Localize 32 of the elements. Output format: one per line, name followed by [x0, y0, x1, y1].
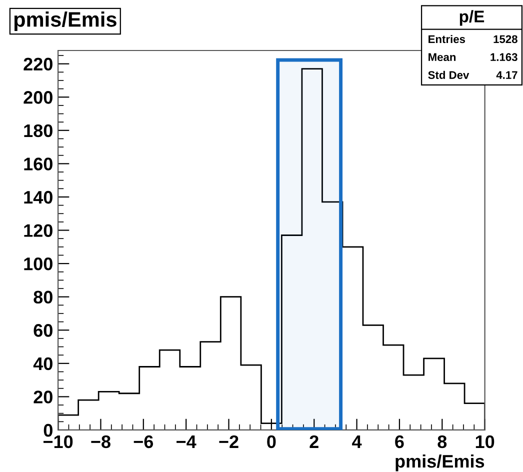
x-tick-label: −6: [134, 435, 154, 448]
x-axis-title: pmis/Emis: [396, 454, 484, 472]
text: Entries: [428, 34, 466, 44]
x-tick-label: −8: [91, 435, 110, 448]
y-tick-label: 200: [24, 91, 52, 104]
y-tick-label: 40: [33, 357, 52, 370]
y-tick-label: 60: [34, 324, 52, 337]
x-tick-label: 4: [352, 436, 362, 448]
x-tick-label: 8: [438, 435, 447, 448]
text: p/E: [460, 10, 484, 26]
y-tick-label: 140: [24, 190, 52, 204]
chart-title: pmis/Emis: [14, 12, 116, 31]
text: 4.17: [496, 71, 518, 79]
y-tick-label: 20: [34, 390, 52, 404]
x-tick-label: 6: [395, 435, 404, 448]
text: 1528: [494, 35, 518, 44]
text: 1.163: [490, 53, 518, 62]
x-tick-label: 10: [476, 435, 494, 448]
annotation: Mean: [428, 53, 456, 62]
x-tick-label: 0: [267, 435, 276, 448]
y-tick-label: 220: [24, 58, 52, 71]
x-tick-label: −2: [219, 435, 238, 448]
x-tick-label: 2: [310, 435, 318, 448]
y-tick-label: 100: [24, 257, 52, 270]
y-tick-label: 180: [24, 124, 52, 138]
annotation: Std Dev: [428, 70, 470, 79]
x-tick-label: −10: [43, 435, 73, 448]
y-tick-label: 80: [34, 290, 52, 304]
x-tick-label: −4: [176, 436, 196, 448]
y-tick-label: 160: [24, 158, 52, 170]
y-tick-label: 0: [44, 424, 52, 437]
y-tick-label: 120: [24, 224, 52, 237]
